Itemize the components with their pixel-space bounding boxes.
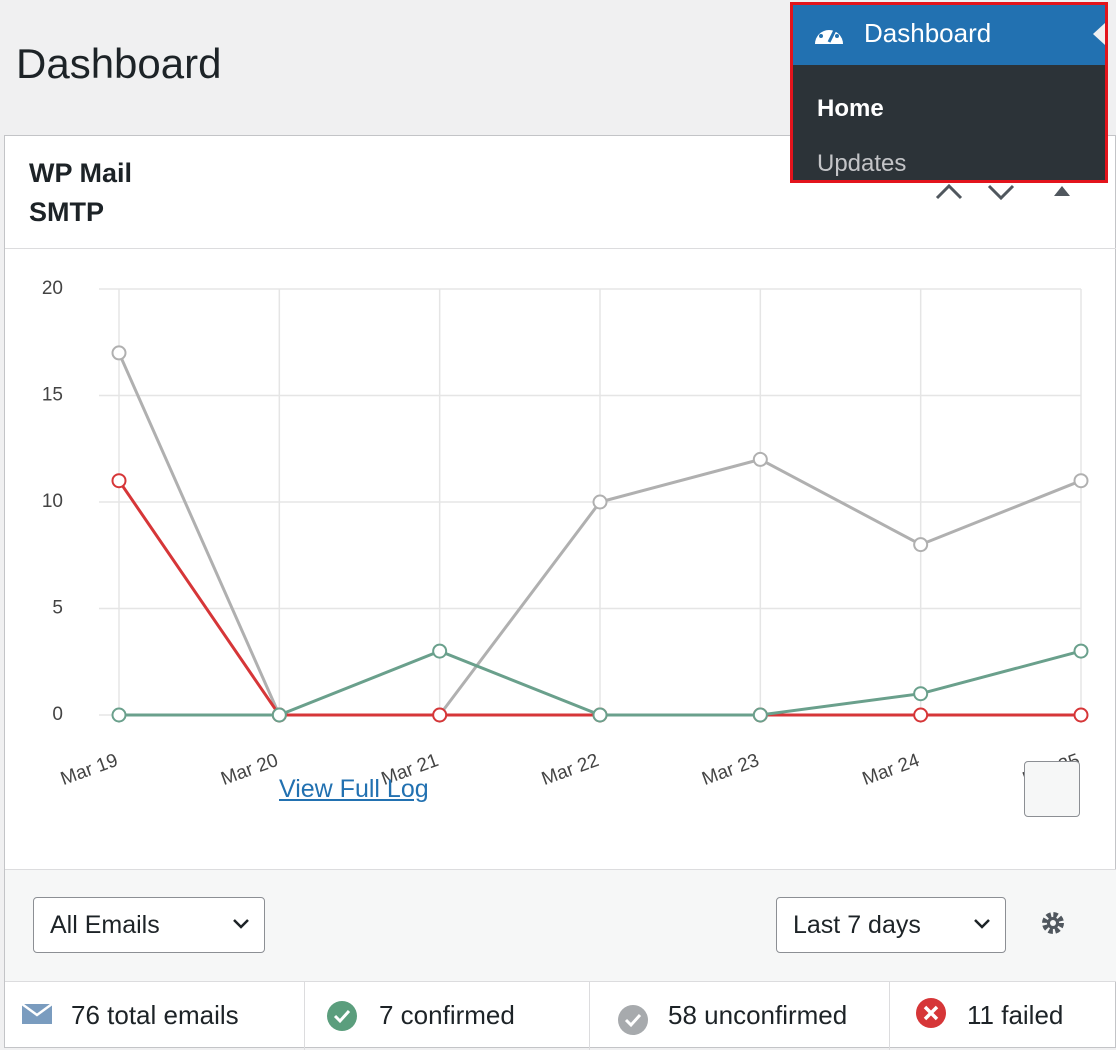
stat-confirmed: 7 confirmed (305, 982, 590, 1050)
x-tick-label: Mar 22 (539, 750, 602, 790)
data-point (592, 707, 608, 723)
gear-icon (1042, 912, 1064, 934)
divider (5, 248, 1116, 249)
dashboard-icon (815, 26, 843, 44)
data-point (111, 473, 127, 489)
stats-bar: 76 total emails 7 confirmed 58 unconfirm… (5, 981, 1116, 1050)
data-point (271, 707, 287, 723)
x-tick-label: Mar 24 (860, 750, 923, 790)
y-tick-label: 20 (42, 278, 63, 299)
stat-text: 7 confirmed (379, 1000, 515, 1030)
period-text: Last 7 days (793, 911, 921, 939)
widget-handles[interactable] (933, 176, 1083, 206)
chevron (974, 919, 990, 929)
data-point (111, 345, 127, 361)
admin-menu: Dashboard Home Updates (790, 2, 1108, 183)
stat-unconfirmed: 58 unconfirmed (590, 982, 890, 1050)
y-tick-label: 5 (52, 598, 63, 619)
x-tick-label: Mar 19 (58, 750, 121, 790)
data-point (913, 707, 929, 723)
menu-item[interactable]: Updates (817, 150, 907, 177)
check-icon (618, 1005, 648, 1035)
menu-pointer (1093, 23, 1105, 45)
data-point (752, 451, 768, 467)
data-point (913, 686, 929, 702)
menu-item[interactable]: Home (817, 95, 884, 122)
data-point (1073, 707, 1089, 723)
chevron (233, 919, 249, 929)
stat-total: 76 total emails (5, 982, 305, 1050)
widget-footer: All Emails Last 7 days (5, 869, 1116, 982)
data-point (432, 643, 448, 659)
filter-select[interactable]: All Emails (33, 897, 265, 953)
menu-header[interactable]: Dashboard (793, 5, 1105, 65)
settings-button[interactable] (1024, 761, 1080, 817)
x-icon (916, 998, 946, 1028)
stat-text: 76 total emails (71, 1000, 239, 1030)
filter-text: All Emails (50, 911, 160, 939)
view-log-link[interactable]: View Full Log (279, 775, 429, 803)
widget-title: WP Mail SMTP (29, 158, 133, 227)
data-point (111, 707, 127, 723)
data-point (1073, 643, 1089, 659)
page-title: Dashboard (16, 40, 222, 87)
data-point (592, 494, 608, 510)
x-tick-label: Mar 20 (218, 750, 281, 790)
stat-text: 11 failed (967, 1000, 1064, 1030)
y-tick-label: 10 (42, 491, 63, 512)
data-point (432, 707, 448, 723)
mail-icon (21, 1002, 53, 1024)
data-point (752, 707, 768, 723)
period-select[interactable]: Last 7 days (776, 897, 1006, 953)
menu-title: Dashboard (864, 18, 992, 48)
data-point (1073, 473, 1089, 489)
check-icon (327, 1001, 357, 1031)
y-tick-label: 0 (52, 704, 63, 725)
widget: WP Mail SMTP 0 5 10 15 20 Mar 19 Mar 20 Mar 21 M… (4, 135, 1116, 1050)
stat-text: 58 unconfirmed (668, 1000, 848, 1030)
y-tick-label: 15 (42, 385, 63, 406)
data-point (913, 537, 929, 553)
x-tick-label: Mar 23 (699, 750, 762, 790)
stat-failed: 11 failed (890, 982, 1116, 1050)
